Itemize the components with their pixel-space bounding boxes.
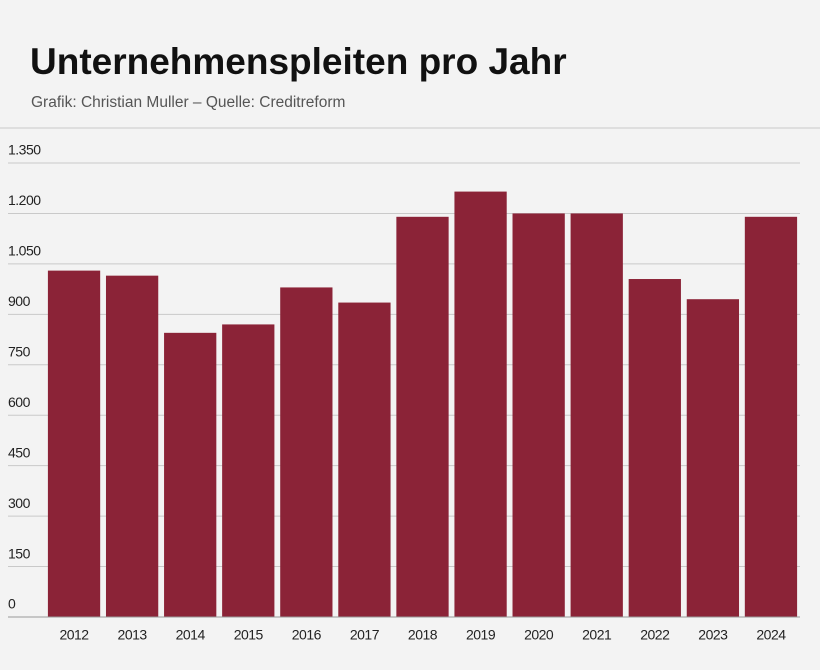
chart-title: Unternehmenspleiten pro Jahr <box>30 41 567 82</box>
x-tick-label: 2018 <box>408 627 438 643</box>
x-tick-label: 2013 <box>118 627 148 643</box>
x-tick-label: 2017 <box>350 627 380 643</box>
y-tick-label: 600 <box>8 394 31 410</box>
x-tick-label: 2021 <box>582 627 612 643</box>
y-tick-label: 1.350 <box>8 142 41 158</box>
y-tick-label: 450 <box>8 444 31 460</box>
x-tick-label: 2020 <box>524 627 554 643</box>
x-tick-label: 2016 <box>292 627 322 643</box>
y-tick-label: 1.200 <box>8 192 41 208</box>
bar <box>164 332 217 617</box>
y-tick-label: 0 <box>8 596 16 612</box>
y-tick-label: 900 <box>8 293 31 309</box>
bar <box>396 216 449 617</box>
bar <box>628 279 681 617</box>
y-tick-label: 750 <box>8 343 31 359</box>
bar <box>222 324 275 617</box>
x-tick-label: 2014 <box>176 627 206 643</box>
x-tick-label: 2012 <box>59 627 89 643</box>
x-tick-label: 2024 <box>756 627 786 643</box>
x-tick-label: 2022 <box>640 627 670 643</box>
bar <box>512 213 565 617</box>
bar <box>105 275 159 617</box>
x-tick-label: 2023 <box>698 627 728 643</box>
x-tick-label: 2019 <box>466 627 496 643</box>
bar <box>570 213 623 617</box>
bar <box>454 191 507 617</box>
bar <box>280 287 333 617</box>
bar <box>744 216 798 617</box>
y-tick-label: 150 <box>8 545 31 561</box>
chart-subtitle: Grafik: Christian Muller – Quelle: Credi… <box>31 94 345 111</box>
y-tick-label: 1.050 <box>8 243 41 259</box>
bar <box>47 270 101 617</box>
y-tick-label: 300 <box>8 495 31 511</box>
bar <box>338 302 391 617</box>
bar <box>686 299 740 617</box>
x-tick-label: 2015 <box>234 627 264 643</box>
